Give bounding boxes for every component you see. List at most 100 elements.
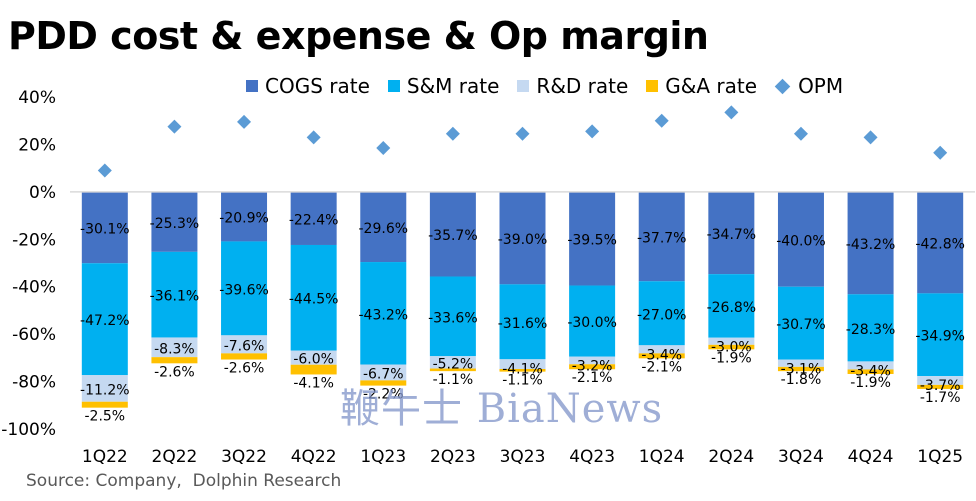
- opm-marker: [863, 130, 878, 145]
- opm-marker: [237, 114, 252, 129]
- bar-rdrate: [638, 345, 685, 354]
- bar-garate: [569, 364, 616, 370]
- data-label-garate: -1.1%: [502, 373, 543, 389]
- chart-title: PDD cost & expense & Op margin: [8, 14, 709, 58]
- bar-rdrate: [569, 356, 616, 365]
- bar-smrate: [708, 274, 755, 338]
- legend-item-ga: G&A rate: [646, 74, 757, 98]
- data-label-rdrate: -8.3%: [154, 341, 195, 357]
- data-label-cogsrate: -43.2%: [846, 237, 896, 253]
- bar-smrate: [847, 294, 894, 362]
- bar-rdrate: [499, 359, 546, 370]
- bar-garate: [360, 380, 407, 386]
- data-label-cogsrate: -40.0%: [776, 233, 826, 249]
- bar-garate: [81, 401, 128, 408]
- legend-swatch-sm: [387, 80, 400, 92]
- opm-marker: [306, 130, 321, 145]
- bar-garate: [847, 369, 894, 374]
- legend-item-cogs: COGS rate: [246, 74, 370, 98]
- bar-smrate: [360, 262, 407, 365]
- y-tick-label: 0%: [29, 183, 56, 203]
- data-label-garate: -1.9%: [850, 375, 891, 391]
- opm-marker: [515, 126, 530, 141]
- data-label-rdrate: -11.2%: [80, 382, 130, 398]
- bar-cogsrate: [429, 191, 476, 277]
- data-label-cogsrate: -39.5%: [567, 233, 617, 249]
- data-label-cogsrate: -29.6%: [359, 221, 409, 237]
- data-label-rdrate: -3.0%: [711, 340, 752, 356]
- bar-garate: [290, 364, 337, 375]
- legend-swatch-rd: [517, 80, 530, 92]
- opm-marker: [793, 126, 808, 141]
- opm-marker: [585, 124, 600, 139]
- opm-marker: [724, 105, 739, 120]
- data-label-smrate: -26.8%: [707, 300, 757, 316]
- data-label-smrate: -31.6%: [498, 316, 548, 332]
- bar-cogsrate: [81, 191, 128, 264]
- data-label-rdrate: -3.1%: [781, 362, 822, 378]
- data-label-smrate: -28.3%: [846, 322, 896, 338]
- data-label-garate: -1.1%: [433, 372, 474, 388]
- x-tick-label: 2Q23: [430, 447, 476, 467]
- opm-marker: [376, 140, 391, 155]
- data-label-cogsrate: -22.4%: [289, 212, 339, 228]
- legend-label-opm: OPM: [798, 74, 844, 98]
- data-label-smrate: -47.2%: [80, 313, 130, 329]
- bar-smrate: [499, 284, 546, 360]
- data-label-rdrate: -6.7%: [363, 366, 404, 382]
- y-tick-label: -100%: [1, 420, 56, 440]
- bar-cogsrate: [917, 191, 964, 294]
- bar-garate: [638, 353, 685, 359]
- legend: COGS rate S&M rate R&D rate G&A rate OPM: [246, 74, 861, 98]
- x-tick-label: 4Q24: [848, 447, 894, 467]
- data-label-cogsrate: -39.0%: [498, 232, 548, 248]
- data-label-rdrate: -3.4%: [641, 347, 682, 363]
- data-label-rdrate: -3.7%: [920, 378, 961, 394]
- bar-rdrate: [847, 361, 894, 370]
- bar-garate: [917, 384, 964, 389]
- bar-garate: [429, 368, 476, 372]
- watermark: 鞭牛士 BiaNews: [340, 386, 664, 432]
- data-label-cogsrate: -34.7%: [707, 227, 757, 243]
- data-label-rdrate: -3.4%: [850, 363, 891, 379]
- x-tick-label: 1Q24: [639, 447, 685, 467]
- bar-cogsrate: [499, 191, 546, 285]
- y-tick-label: -20%: [12, 230, 56, 250]
- x-tick-label: 4Q23: [569, 447, 615, 467]
- y-tick-label: -80%: [12, 373, 56, 393]
- bar-rdrate: [360, 364, 407, 381]
- legend-item-rd: R&D rate: [517, 74, 628, 98]
- source-note: Source: Company, Dolphin Research: [26, 471, 342, 491]
- legend-item-opm: OPM: [774, 74, 844, 98]
- opm-marker: [445, 126, 460, 141]
- bar-rdrate: [81, 375, 128, 402]
- data-label-cogsrate: -20.9%: [219, 211, 269, 227]
- bar-cogsrate: [708, 191, 755, 275]
- data-label-cogsrate: -25.3%: [150, 216, 200, 232]
- bar-smrate: [638, 281, 685, 346]
- x-tick-label: 3Q22: [221, 447, 267, 467]
- x-tick-label: 2Q24: [708, 447, 754, 467]
- x-tick-label: 1Q22: [82, 447, 128, 467]
- bar-garate: [777, 366, 824, 372]
- data-label-smrate: -44.5%: [289, 292, 339, 308]
- data-label-cogsrate: -37.7%: [637, 231, 687, 247]
- data-label-rdrate: -6.0%: [293, 352, 334, 368]
- data-label-garate: -2.2%: [363, 387, 404, 403]
- bar-rdrate: [221, 335, 268, 354]
- data-label-cogsrate: -30.1%: [80, 222, 130, 238]
- data-label-garate: -1.8%: [781, 372, 822, 388]
- data-label-garate: -2.6%: [154, 364, 195, 380]
- data-label-garate: -1.9%: [711, 350, 752, 366]
- bar-smrate: [290, 244, 337, 351]
- bar-garate: [151, 357, 198, 364]
- legend-item-sm: S&M rate: [387, 74, 499, 98]
- data-label-rdrate: -3.2%: [572, 359, 613, 375]
- bar-cogsrate: [360, 191, 407, 263]
- data-label-garate: -2.6%: [224, 361, 265, 377]
- data-label-cogsrate: -35.7%: [428, 228, 478, 244]
- bar-cogsrate: [638, 191, 685, 282]
- x-tick-label: 1Q23: [360, 447, 406, 467]
- data-label-garate: -2.1%: [641, 359, 682, 375]
- opm-marker: [654, 113, 669, 128]
